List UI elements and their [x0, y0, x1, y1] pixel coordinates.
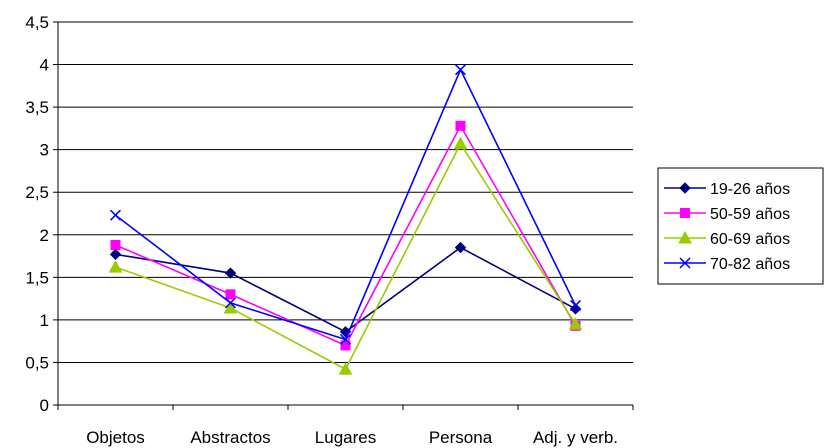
data-point: [453, 136, 468, 150]
data-point: [339, 333, 352, 345]
data-point: [338, 362, 353, 375]
legend: 19-26 años 50-59 años 60-69 años 70-82 años: [657, 167, 824, 285]
legend-label: 50-59 años: [710, 206, 790, 223]
data-point: [110, 239, 121, 250]
legend-marker: [679, 257, 691, 269]
data-point: [569, 299, 582, 311]
data-point: [568, 317, 583, 330]
legend-item: 60-69 años: [664, 230, 790, 248]
legend-marker: [678, 230, 692, 244]
y-tick-label: 2,5: [25, 183, 49, 202]
x-category-label: Objetos: [86, 428, 145, 447]
data-point: [454, 241, 467, 254]
y-tick-labels: 0 0,5 1 1,5 2 2,5 3 3,5 4 4,5: [25, 13, 49, 415]
data-point: [455, 120, 466, 131]
data-point: [108, 260, 123, 273]
legend-marker: [680, 208, 690, 218]
category-labels: Objetos Abstractos Lugares Persona Adj. y ve…: [86, 428, 618, 447]
data-point: [224, 267, 237, 279]
y-tick-label: 4: [40, 56, 49, 75]
legend-item: 50-59 años: [664, 206, 790, 223]
series-line: [115, 246, 576, 333]
y-tick-label: 1: [40, 311, 49, 330]
legend-marker: [679, 182, 691, 194]
legend-label: 19-26 años: [710, 181, 790, 198]
data-point: [109, 248, 122, 261]
data-point: [225, 289, 236, 300]
legend-item: 19-26 años: [664, 181, 790, 198]
x-category-label: Persona: [429, 428, 493, 447]
grid-lines: [58, 21, 633, 363]
series-3: [108, 136, 583, 375]
y-tick-label: 0,5: [25, 353, 49, 372]
y-tick-label: 2: [40, 226, 49, 245]
data-point: [109, 209, 122, 221]
series-2: [110, 120, 581, 351]
axes: [53, 21, 634, 410]
data-point: [224, 297, 237, 309]
data-point: [569, 303, 582, 315]
legend-item: 70-82 años: [664, 256, 790, 273]
x-category-label: Lugares: [315, 428, 376, 447]
y-tick-label: 4,5: [25, 13, 49, 32]
data-point: [454, 64, 467, 76]
y-tick-label: 0: [40, 396, 49, 415]
data-point: [223, 300, 238, 314]
x-category-label: Adj. y verb.: [533, 428, 618, 447]
data-point: [340, 340, 351, 351]
y-tick-label: 3,5: [25, 98, 49, 117]
series-lines: [108, 64, 583, 375]
legend-label: 70-82 años: [710, 256, 790, 273]
series-1: [109, 241, 582, 338]
x-category-label: Abstractos: [190, 428, 270, 447]
y-tick-label: 3: [40, 141, 49, 160]
legend-label: 60-69 años: [710, 231, 790, 248]
series-line: [115, 124, 577, 347]
series-4: [109, 64, 582, 345]
y-tick-label: 1,5: [25, 268, 49, 287]
